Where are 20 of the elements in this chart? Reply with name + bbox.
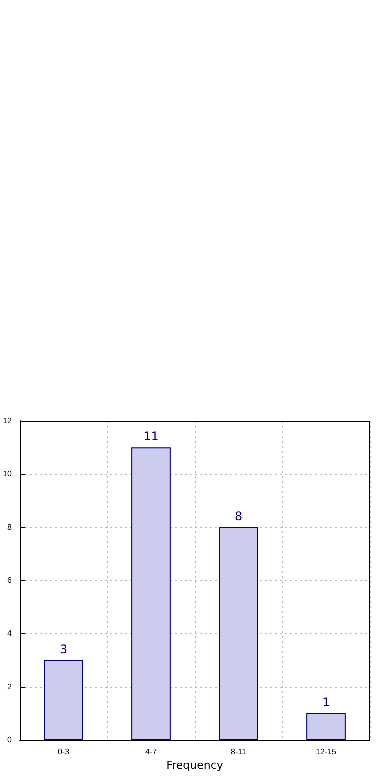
data-label: 8 bbox=[234, 509, 243, 524]
y-tick-label: 0 bbox=[8, 736, 13, 744]
y-tick-label: 8 bbox=[8, 522, 13, 532]
y-tick-label: 2 bbox=[8, 682, 13, 692]
y-tick-label: 4 bbox=[8, 629, 13, 638]
data-label: 11 bbox=[144, 430, 159, 444]
bar bbox=[219, 527, 258, 740]
x-tick-label: 4-7 bbox=[145, 748, 158, 756]
y-tick-label: 10 bbox=[3, 470, 13, 479]
x-tick-label: 8-11 bbox=[231, 748, 248, 756]
data-label: 3 bbox=[60, 642, 68, 656]
x-axis-title: Frequency bbox=[166, 759, 224, 772]
data-label: 1 bbox=[322, 695, 330, 710]
y-tick-label: 6 bbox=[8, 576, 13, 585]
bar bbox=[44, 660, 84, 740]
bar bbox=[306, 713, 346, 740]
bar bbox=[132, 448, 171, 740]
x-tick-label: 0-3 bbox=[58, 748, 70, 756]
y-tick-label: 12 bbox=[3, 416, 13, 426]
x-tick-label: 12-15 bbox=[316, 748, 338, 756]
